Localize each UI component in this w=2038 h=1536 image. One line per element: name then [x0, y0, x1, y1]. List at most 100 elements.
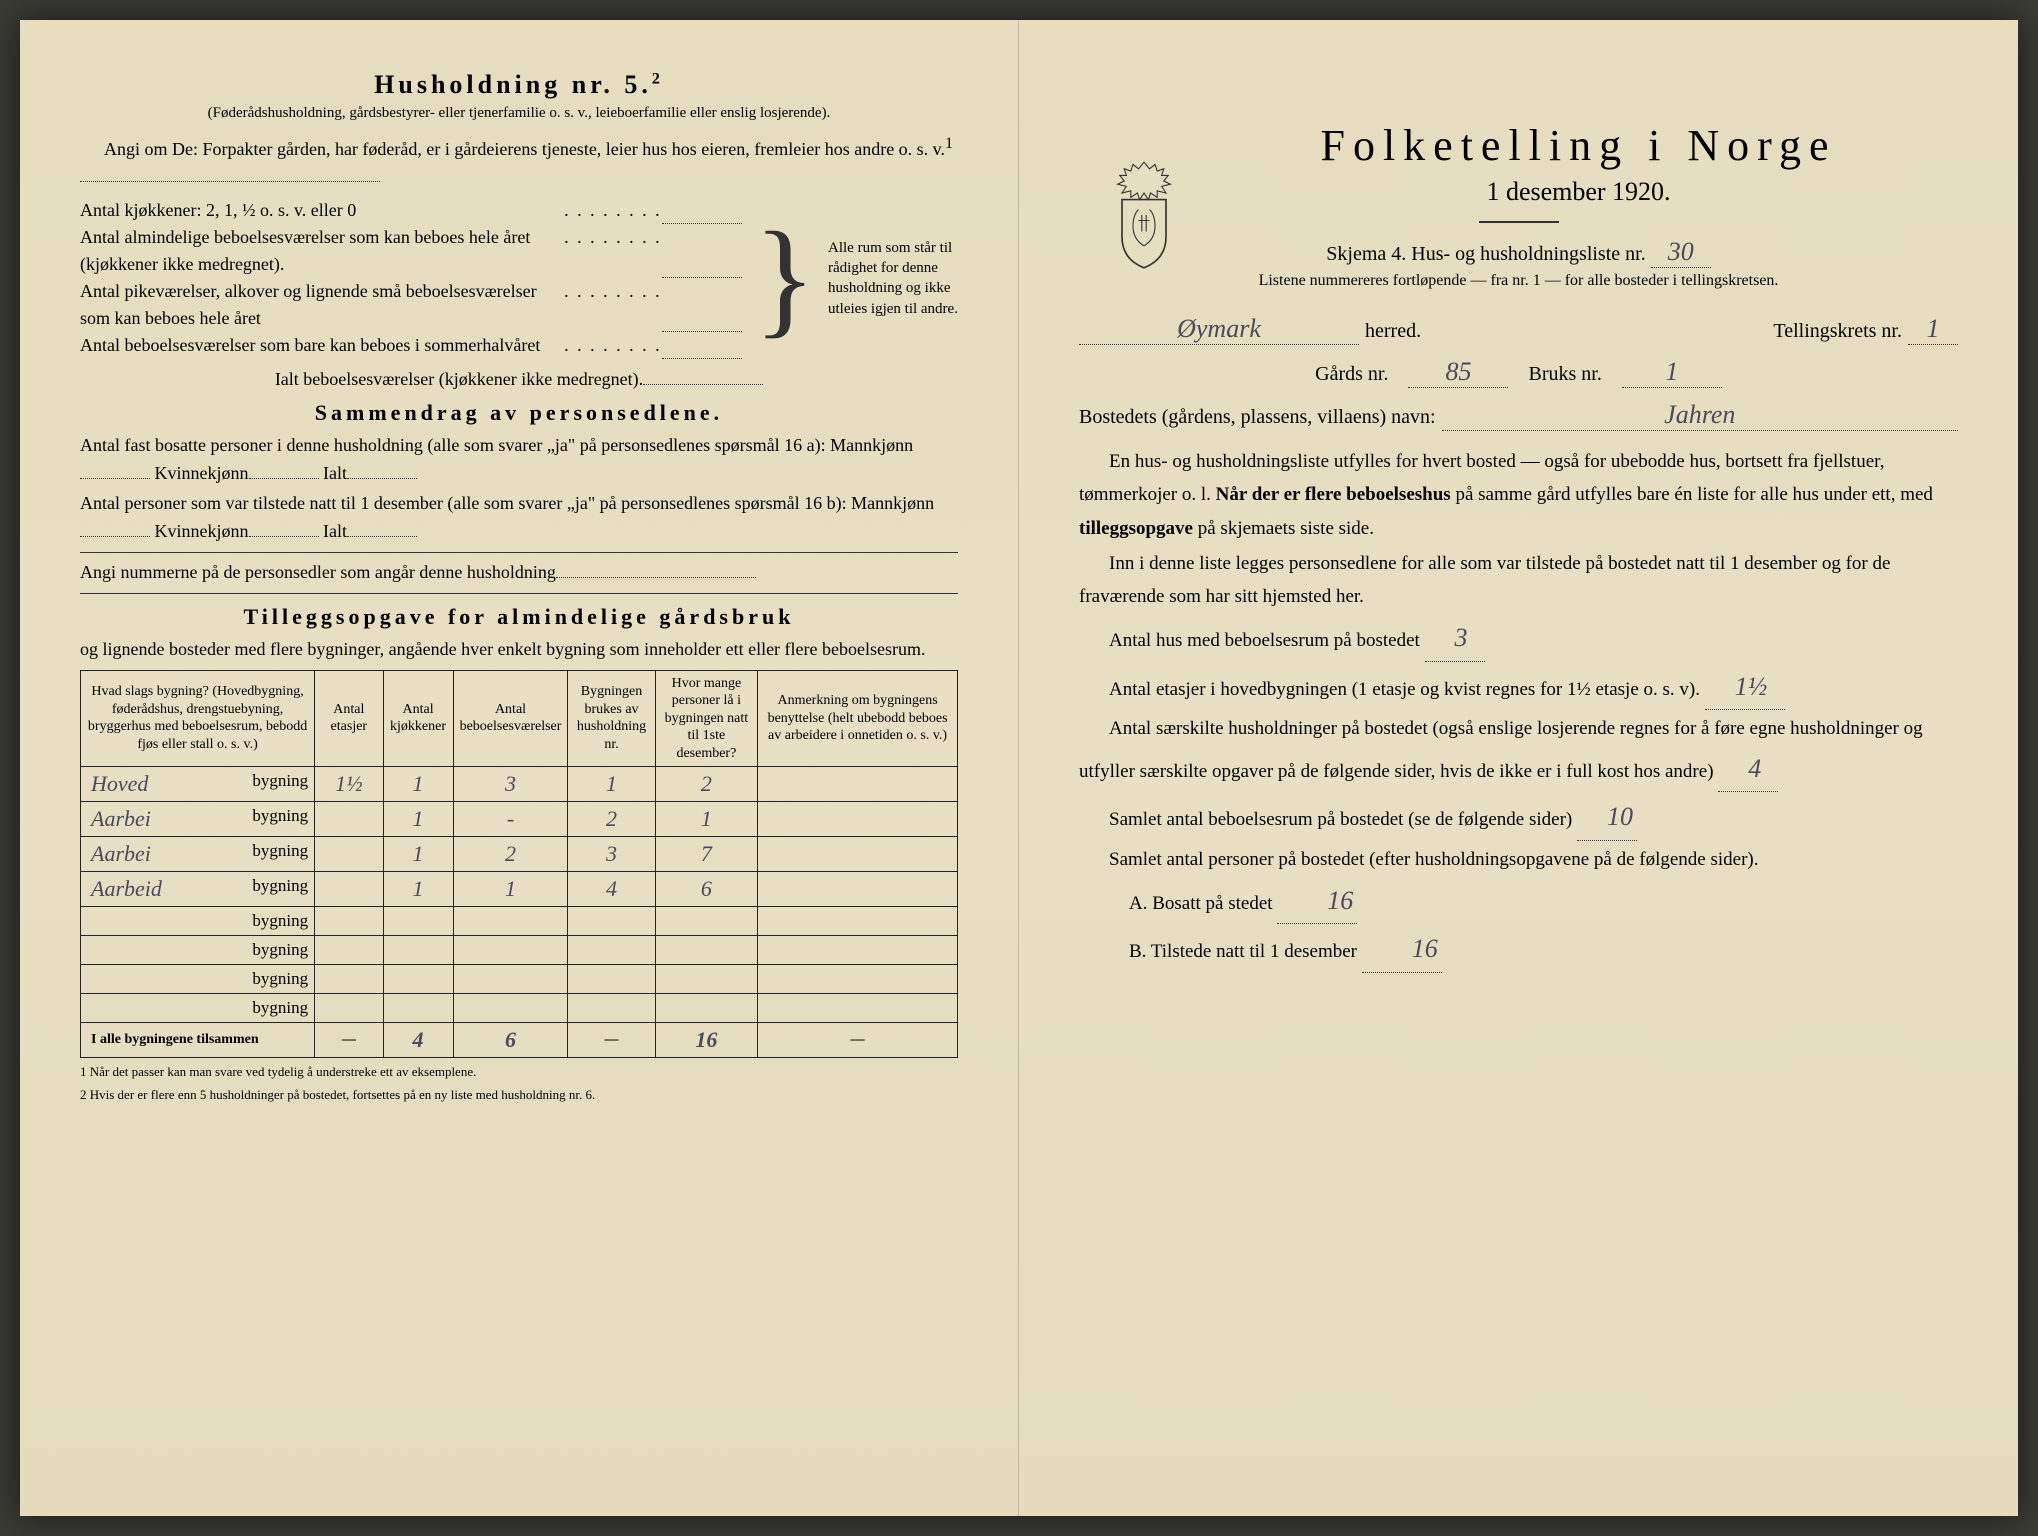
footnote-1: 1 Når det passer kan man svare ved tydel…: [80, 1064, 958, 1081]
left-page: Husholdning nr. 5.2 (Føderådshusholdning…: [20, 20, 1019, 1516]
total-etasjer: —: [315, 1023, 383, 1058]
bruks-label: Bruks nr.: [1528, 363, 1601, 386]
angi-nr-text: Angi nummerne på de personsedler som ang…: [80, 562, 556, 582]
table-total-row: I alle bygningene tilsammen — 4 6 — 16 —: [81, 1023, 958, 1058]
table-row: Aarbei bygning1237: [81, 837, 958, 872]
body1: En hus- og husholdningsliste utfylles fo…: [1079, 445, 1958, 545]
total-vaer: 6: [505, 1027, 516, 1052]
rooms-1-blank: [662, 278, 742, 332]
th-1: Antal etasjer: [315, 670, 383, 767]
etasjer-val: 1½: [1705, 664, 1785, 711]
samlet-rum-line: Samlet antal beboelsesrum på bostedet (s…: [1079, 794, 1958, 841]
table-row: Aarbeid bygning1146: [81, 872, 958, 907]
skjema-nr: 30: [1651, 237, 1711, 268]
intro-sup: 1: [945, 135, 953, 152]
samlet-pers-label: Samlet antal personer på bostedet (efter…: [1079, 843, 1958, 876]
table-header-row: Hvad slags bygning? (Hovedbygning, føder…: [81, 670, 958, 767]
rooms-brace-group: Antal kjøkkener: 2, 1, ½ o. s. v. eller …: [80, 197, 958, 359]
a-val: 16: [1277, 878, 1357, 925]
table-row: bygning: [81, 965, 958, 994]
a-label: A. Bosatt på stedet: [1129, 893, 1273, 914]
right-page: Folketelling i Norge 1 desember 1920. Sk…: [1019, 20, 2018, 1516]
th-2: Antal kjøkkener: [383, 670, 453, 767]
hus-line: Antal hus med beboelsesrum på bostedet 3: [1079, 615, 1958, 662]
left-title: Husholdning nr. 5.2: [80, 70, 958, 100]
intro-text: Angi om De: Forpakter gården, har føderå…: [80, 136, 945, 164]
intro-blank: [80, 181, 380, 182]
total-kjokken: 4: [413, 1027, 424, 1052]
right-body-text: En hus- og husholdningsliste utfylles fo…: [1079, 445, 1958, 973]
samlet-rum-label: Samlet antal beboelsesrum på bostedet (s…: [1109, 809, 1572, 830]
left-title-sup: 2: [652, 70, 664, 87]
tillegg-title: Tilleggsopgave for almindelige gårdsbruk: [80, 604, 958, 630]
footnote-2: 2 Hvis der er flere enn 5 husholdninger …: [80, 1087, 958, 1104]
th-3: Antal beboelsesværelser: [453, 670, 568, 767]
ialt-2: Ialt: [323, 521, 347, 541]
gards-nr: 85: [1408, 357, 1508, 388]
hush-label: Antal særskilte husholdninger på bostede…: [1079, 718, 1923, 781]
building-table: Hvad slags bygning? (Hovedbygning, føder…: [80, 670, 958, 1059]
left-title-text: Husholdning nr. 5.: [374, 70, 652, 99]
bruks-nr: 1: [1622, 357, 1722, 388]
table-row: Aarbei bygning1-21: [81, 802, 958, 837]
herred-label: herred.: [1365, 320, 1421, 343]
etasjer-label-b: etasje o. s. v).: [1596, 679, 1700, 700]
etasjer-label-a: Antal etasjer i hovedbygningen (1 etasje…: [1109, 679, 1591, 700]
kvinne-1: Kvinnekjønn: [155, 463, 249, 483]
liste-note: Listene nummereres fortløpende — fra nr.…: [1079, 272, 1958, 290]
table-row: bygning: [81, 907, 958, 936]
rooms-1: Antal pikeværelser, alkover og lignende …: [80, 278, 564, 332]
total-anm: —: [758, 1023, 958, 1058]
summary-title: Sammendrag av personsedlene.: [80, 400, 958, 426]
right-title: Folketelling i Norge: [1199, 120, 1958, 171]
summary-body: Antal fast bosatte personer i denne hush…: [80, 432, 958, 546]
rooms-2: Antal beboelsesværelser som bare kan beb…: [80, 332, 564, 359]
rooms-0: Antal almindelige beboelsesværelser som …: [80, 224, 564, 278]
tillegg-sub: og lignende bosteder med flere bygninger…: [80, 636, 958, 664]
table-row: bygning: [81, 936, 958, 965]
document-spread: Husholdning nr. 5.2 (Føderådshusholdning…: [20, 20, 2018, 1516]
total-hush: —: [568, 1023, 655, 1058]
rooms-total-blank: [643, 384, 763, 385]
th-5: Hvor mange personer lå i bygningen natt …: [655, 670, 758, 767]
brace-note: Alle rum som står til rådighet for denne…: [828, 238, 958, 319]
hus-val: 3: [1425, 615, 1485, 662]
rooms-0-blank: [662, 224, 742, 278]
krets-label: Tellingskrets nr.: [1773, 320, 1902, 343]
left-subtitle: (Føderådshusholdning, gårdsbestyrer- ell…: [80, 104, 958, 124]
bosted-value: Jahren: [1442, 400, 1958, 431]
summary-p1: Antal fast bosatte personer i denne hush…: [80, 435, 913, 455]
samlet-rum-val: 10: [1577, 794, 1637, 841]
herred-value: Øymark: [1079, 314, 1359, 345]
left-intro: Angi om De: Forpakter gården, har føderå…: [80, 132, 958, 192]
table-row: Hoved bygning1½1312: [81, 767, 958, 802]
kitchens-blank: [662, 197, 742, 224]
rooms-list: Antal kjøkkener: 2, 1, ½ o. s. v. eller …: [80, 197, 742, 359]
herred-line: Øymark herred. Tellingskrets nr. 1: [1079, 314, 1958, 345]
kitchens-label: Antal kjøkkener: 2, 1, ½ o. s. v. eller …: [80, 197, 564, 224]
ialt-1: Ialt: [323, 463, 347, 483]
th-0: Hvad slags bygning? (Hovedbygning, føder…: [81, 670, 315, 767]
bosted-label: Bostedets (gårdens, plassens, villaens) …: [1079, 406, 1436, 429]
krets-nr: 1: [1908, 314, 1958, 345]
brace-glyph: }: [754, 217, 816, 341]
rooms-total: Ialt beboelsesværelser (kjøkkener ikke m…: [80, 369, 958, 390]
skjema-label: Skjema 4. Hus- og husholdningsliste nr.: [1326, 243, 1645, 265]
kvinne-2: Kvinnekjønn: [155, 521, 249, 541]
b-val: 16: [1362, 926, 1442, 973]
total-label: I alle bygningene tilsammen: [81, 1023, 315, 1058]
angi-nr: Angi nummerne på de personsedler som ang…: [80, 559, 958, 587]
th-4: Bygningen brukes av husholdning nr.: [568, 670, 655, 767]
hush-val: 4: [1718, 746, 1778, 793]
th-6: Anmerkning om bygningens benyttelse (hel…: [758, 670, 958, 767]
etasjer-line: Antal etasjer i hovedbygningen (1 etasje…: [1079, 664, 1958, 711]
right-date: 1 desember 1920.: [1199, 177, 1958, 207]
title-divider: [1479, 221, 1559, 223]
summary-p2: Antal personer som var tilstede natt til…: [80, 493, 934, 513]
rooms-2-blank: [662, 332, 742, 359]
b-label: B. Tilstede natt til 1 desember: [1129, 941, 1357, 962]
b-line: B. Tilstede natt til 1 desember 16: [1079, 926, 1958, 973]
hus-label: Antal hus med beboelsesrum på bostedet: [1109, 630, 1420, 651]
gards-line: Gårds nr. 85 Bruks nr. 1: [1079, 357, 1958, 388]
skjema-line: Skjema 4. Hus- og husholdningsliste nr. …: [1079, 237, 1958, 268]
